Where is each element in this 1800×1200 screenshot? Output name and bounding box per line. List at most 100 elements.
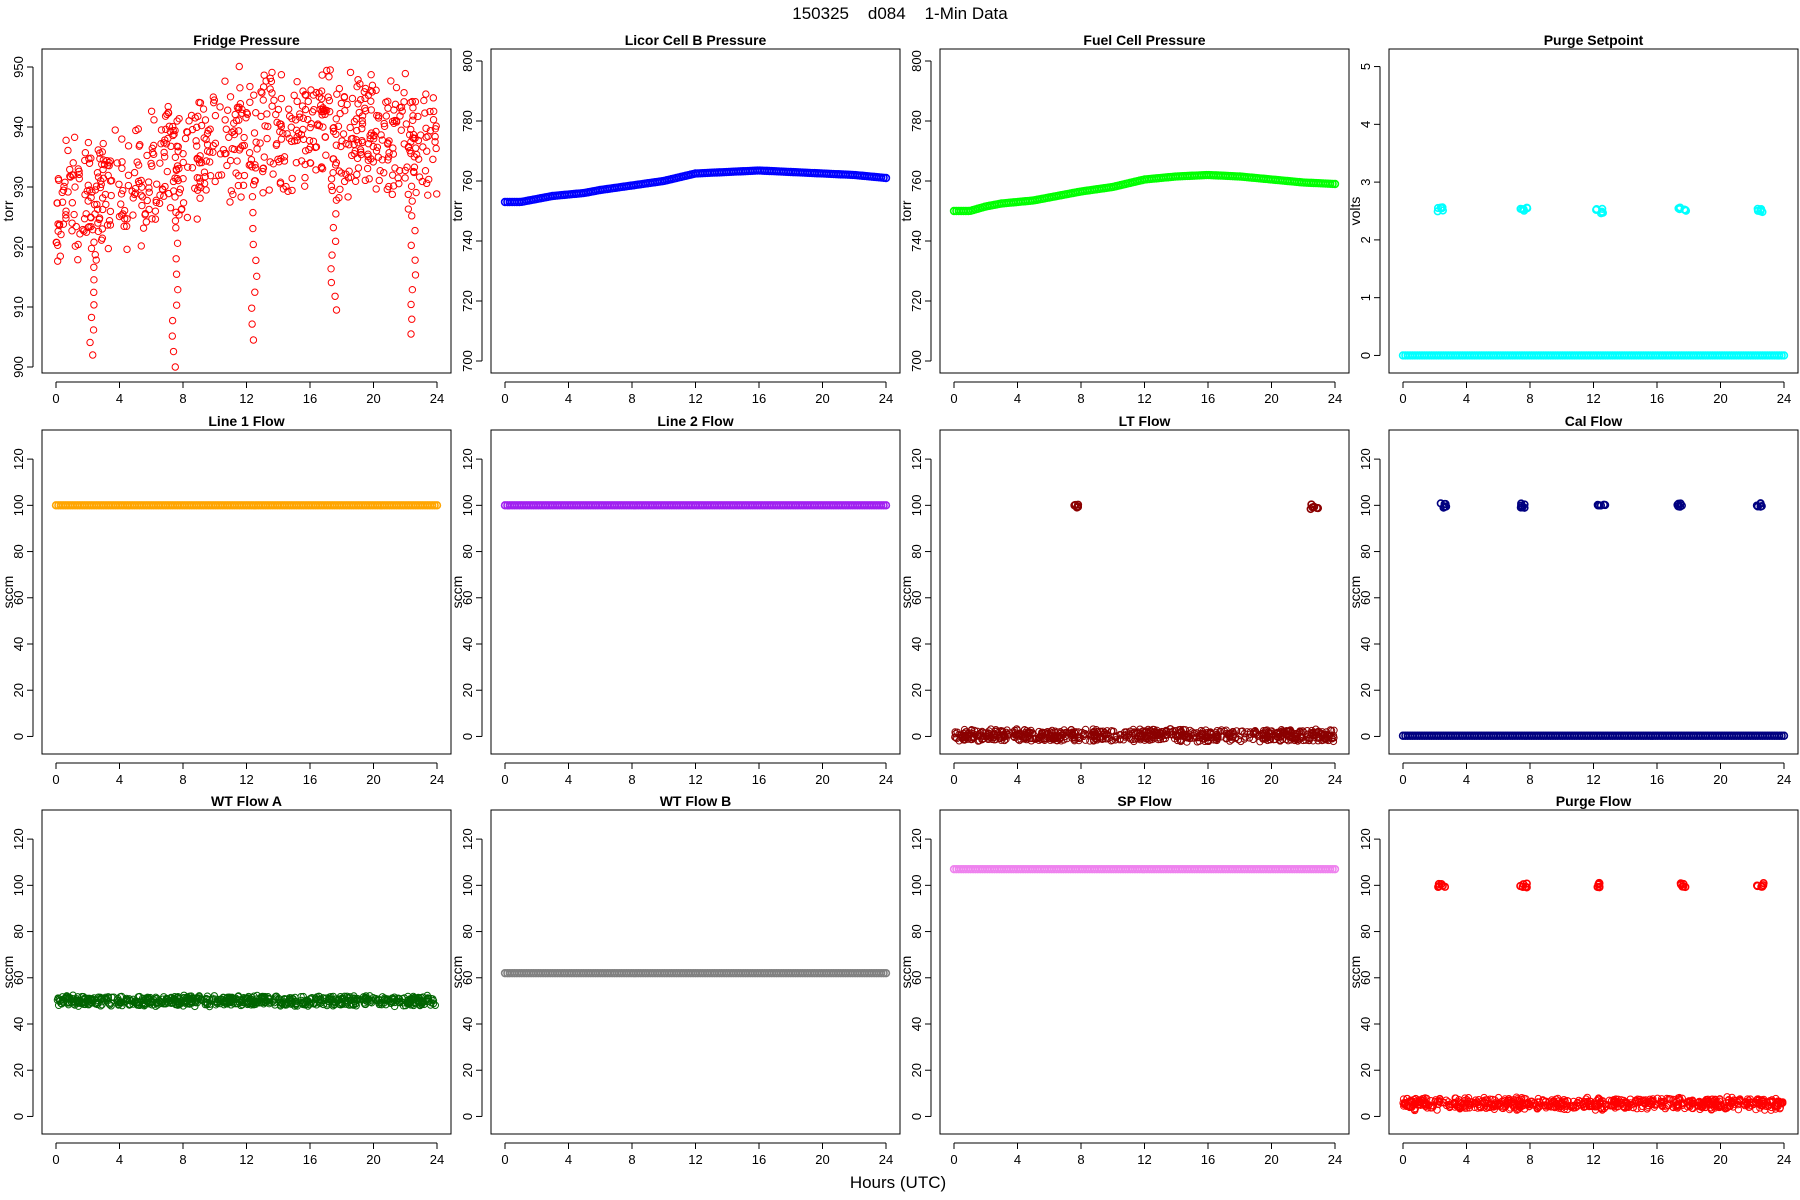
data-point xyxy=(1317,729,1326,738)
data-point xyxy=(304,115,312,124)
data-point xyxy=(61,178,69,186)
x-tick-label: 8 xyxy=(628,772,635,787)
data-point xyxy=(317,95,326,103)
data-point xyxy=(96,183,105,192)
data-point xyxy=(1125,733,1134,742)
x-tick-label: 0 xyxy=(1399,772,1406,787)
data-point xyxy=(1446,1102,1455,1110)
data-point xyxy=(377,131,385,139)
data-point xyxy=(249,224,257,233)
data-point xyxy=(1479,1099,1487,1107)
data-point xyxy=(290,91,298,100)
data-series xyxy=(1399,878,1787,1115)
y-tick-label: 60 xyxy=(460,591,475,605)
panel-title: SP Flow xyxy=(1117,793,1171,809)
data-point xyxy=(1525,1102,1534,1110)
data-point xyxy=(87,193,95,202)
data-point xyxy=(183,213,192,222)
y-axis-label: torr xyxy=(449,200,465,221)
data-point xyxy=(354,164,363,172)
data-point xyxy=(881,173,891,183)
data-point xyxy=(293,136,301,145)
data-point xyxy=(91,999,100,1007)
data-point xyxy=(1684,1098,1692,1106)
data-point xyxy=(1736,1097,1744,1105)
data-point xyxy=(1230,731,1238,739)
data-series xyxy=(53,991,440,1011)
y-axis-label: torr xyxy=(898,200,914,221)
data-point xyxy=(422,90,430,98)
data-point xyxy=(1202,733,1210,741)
y-tick-label: 950 xyxy=(11,56,26,78)
data-point xyxy=(297,157,306,165)
data-point xyxy=(402,120,411,128)
y-axis-label: torr xyxy=(0,200,16,221)
data-point xyxy=(334,995,343,1003)
data-point xyxy=(222,149,230,158)
data-point xyxy=(330,1001,339,1009)
data-point xyxy=(1436,203,1445,212)
data-point xyxy=(202,186,210,194)
data-point xyxy=(416,1001,425,1009)
data-point xyxy=(133,1000,141,1008)
data-point xyxy=(363,164,372,173)
data-point xyxy=(1085,730,1094,738)
data-point xyxy=(200,134,208,142)
data-point xyxy=(118,135,126,143)
data-point xyxy=(1217,726,1226,734)
data-point xyxy=(239,181,248,190)
data-point xyxy=(409,116,417,124)
data-point xyxy=(383,185,391,194)
data-point xyxy=(409,112,417,120)
y-tick-label: 60 xyxy=(1358,591,1373,605)
chart-panel: Fuel Cell Pressure 0 4 8 12 16 20 24 700 720 740 76… xyxy=(898,32,1350,406)
y-tick-label: 60 xyxy=(909,971,924,985)
x-tick-label: 0 xyxy=(52,1152,59,1167)
data-point xyxy=(92,182,101,190)
data-point xyxy=(1701,1103,1710,1112)
data-point xyxy=(998,727,1007,735)
data-point xyxy=(1486,1095,1494,1103)
data-point xyxy=(257,994,265,1002)
data-point xyxy=(1667,1095,1675,1103)
y-tick-label: 80 xyxy=(1358,924,1373,938)
data-point xyxy=(189,994,197,1002)
data-point xyxy=(1026,728,1034,737)
panel-title: Licor Cell B Pressure xyxy=(625,32,767,48)
data-point xyxy=(1757,205,1766,214)
data-point xyxy=(1770,1101,1779,1110)
data-point xyxy=(184,163,192,171)
y-tick-label: 0 xyxy=(1358,1113,1373,1120)
data-point xyxy=(68,199,77,207)
data-point xyxy=(306,159,314,167)
data-point xyxy=(400,88,408,97)
data-point xyxy=(200,168,209,176)
y-tick-label: 0 xyxy=(1358,733,1373,740)
x-tick-label: 16 xyxy=(752,1152,766,1167)
x-tick-label: 20 xyxy=(1264,1152,1278,1167)
data-point xyxy=(185,117,193,125)
data-point xyxy=(124,142,133,150)
data-point xyxy=(332,306,341,314)
x-tick-label: 8 xyxy=(179,1152,186,1167)
plot-frame xyxy=(41,48,452,374)
data-point xyxy=(167,142,175,151)
y-tick-label: 910 xyxy=(11,296,26,318)
data-point xyxy=(409,130,418,139)
data-point xyxy=(165,122,174,130)
x-tick-label: 4 xyxy=(1014,772,1021,787)
data-point xyxy=(68,171,76,179)
data-point xyxy=(72,222,80,231)
data-point xyxy=(424,191,432,199)
data-point xyxy=(301,1001,309,1009)
data-point xyxy=(89,351,97,359)
data-point xyxy=(60,182,68,191)
data-point xyxy=(201,116,210,124)
data-point xyxy=(193,174,202,182)
chart-panel: Line 2 Flow 0 4 8 12 16 20 24 0 20 40 60 80 100 120 scc… xyxy=(449,413,901,787)
data-point xyxy=(299,114,307,122)
data-point xyxy=(1601,1100,1609,1108)
data-point xyxy=(405,131,414,139)
x-tick-label: 0 xyxy=(501,391,508,406)
x-tick-label: 4 xyxy=(1463,391,1470,406)
